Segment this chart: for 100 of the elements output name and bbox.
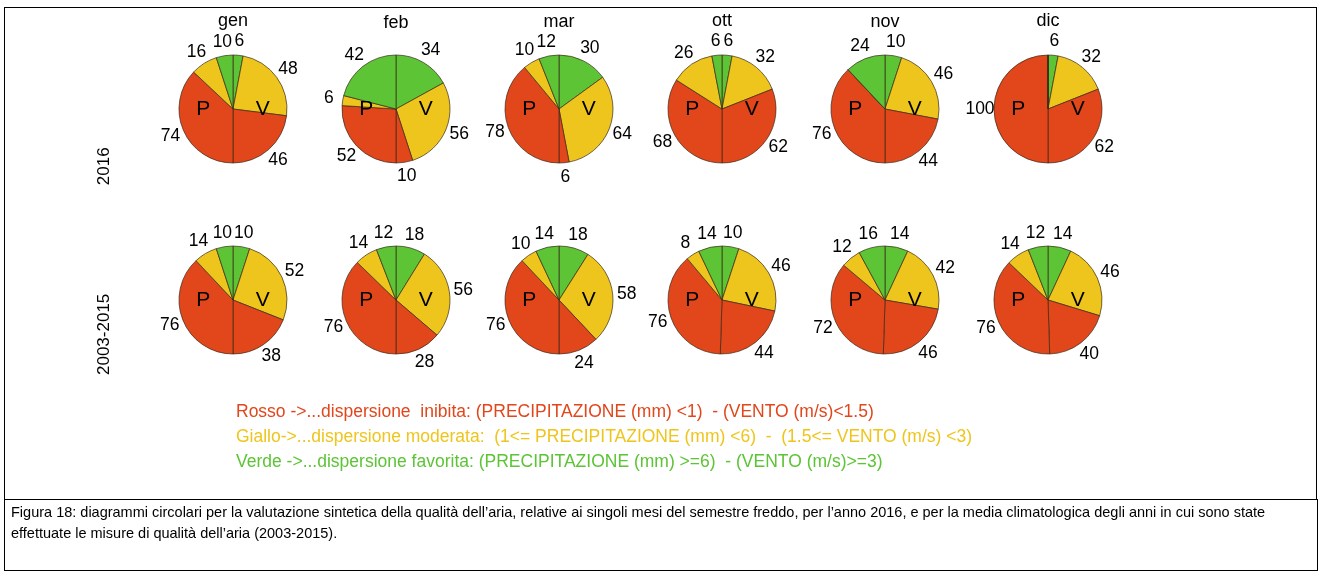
data-label: 76 xyxy=(160,314,180,335)
data-label: 46 xyxy=(918,341,938,362)
data-label: 78 xyxy=(485,121,505,142)
text: P xyxy=(196,96,211,119)
data-label: 26 xyxy=(674,41,694,62)
text: Figura 18: diagrammi circolari per la valutazione sintetica della qualità dell’aria, relative ai singoli mesi del semestre freddo, per l’anno 2016, e per la media climatologica degli anni in cui sono state effettuate le misure di qualità dell’aria (2003-2015). xyxy=(4,499,1318,571)
data-label: 14 xyxy=(188,230,209,251)
text: P xyxy=(685,96,700,119)
text: Verde ->...dispersione favorita: (PRECIPITAZIONE (mm) >=6) - (VENTO (m/s)>=3) xyxy=(236,450,884,473)
data-label: 10 xyxy=(514,39,535,60)
data-label: 10 xyxy=(233,221,254,242)
data-label: 24 xyxy=(574,352,595,373)
text: P xyxy=(1011,287,1026,310)
text: V xyxy=(907,287,922,310)
text: P xyxy=(522,96,537,119)
data-label: 34 xyxy=(420,39,441,60)
chart-title: mar xyxy=(543,11,575,32)
data-label: 76 xyxy=(812,123,832,144)
text: P xyxy=(359,287,374,310)
text: Giallo->...dispersione moderata: (1<= PRECIPITAZIONE (mm) <6) - (1.5<= VENTO (m/s) <3) xyxy=(236,425,973,448)
chart-title: gen xyxy=(217,10,249,31)
data-label: 46 xyxy=(268,149,288,170)
data-label: 46 xyxy=(933,63,954,84)
data-label: 12 xyxy=(536,31,556,52)
data-label: 16 xyxy=(186,40,207,61)
data-label: 8 xyxy=(680,231,691,252)
text: P xyxy=(848,287,863,310)
data-label: 14 xyxy=(697,222,718,243)
data-label: 28 xyxy=(414,350,435,371)
data-label: 100 xyxy=(965,98,995,118)
data-label: 10 xyxy=(212,30,233,51)
text: 2016 xyxy=(94,147,113,186)
data-label: 6 xyxy=(723,30,734,51)
text: P xyxy=(1011,96,1026,119)
data-label: 76 xyxy=(486,314,506,335)
data-label: 24 xyxy=(850,34,870,55)
data-label: 62 xyxy=(1094,136,1114,157)
data-label: 40 xyxy=(1079,343,1100,363)
chart-title: feb xyxy=(383,12,409,32)
chart-title: dic xyxy=(1036,10,1060,30)
data-label: 10 xyxy=(212,221,233,242)
data-label: 76 xyxy=(323,315,344,336)
data-label: 48 xyxy=(278,58,298,79)
data-label: 6 xyxy=(560,165,571,186)
data-label: 76 xyxy=(976,316,996,337)
text: V xyxy=(744,96,759,119)
data-label: 10 xyxy=(723,221,743,242)
data-label: 10 xyxy=(396,165,417,186)
data-label: 44 xyxy=(754,342,775,363)
data-label: 52 xyxy=(284,260,305,281)
data-label: 16 xyxy=(858,223,878,244)
data-label: 46 xyxy=(771,255,791,275)
data-label: 14 xyxy=(889,222,910,243)
data-label: 42 xyxy=(344,44,365,65)
data-label: 42 xyxy=(935,257,955,278)
text: Rosso ->...dispersione inibita: (PRECIPITAZIONE (mm) <1) - (VENTO (m/s)<1.5) xyxy=(236,400,875,423)
chart-title: ott xyxy=(711,10,733,31)
data-label: 14 xyxy=(1000,232,1021,253)
data-label: 56 xyxy=(453,278,473,299)
data-label: 12 xyxy=(1025,222,1046,243)
text: V xyxy=(744,287,759,310)
data-label: 32 xyxy=(755,45,776,66)
data-label: 32 xyxy=(1081,45,1102,66)
data-label: 10 xyxy=(511,232,531,253)
data-label: 6 xyxy=(323,87,334,108)
text: P xyxy=(522,287,537,310)
text: V xyxy=(1070,287,1085,310)
data-label: 14 xyxy=(1052,222,1073,243)
data-label: 72 xyxy=(813,316,833,337)
text: V xyxy=(1070,96,1085,119)
data-label: 14 xyxy=(534,222,555,243)
text: V xyxy=(581,96,596,119)
text: P xyxy=(848,96,863,119)
text: V xyxy=(907,96,922,119)
data-label: 58 xyxy=(616,282,637,303)
chart-title: nov xyxy=(870,10,900,31)
data-label: 64 xyxy=(612,123,633,144)
data-label: 68 xyxy=(652,130,673,151)
data-label: 38 xyxy=(261,345,281,366)
data-label: 18 xyxy=(568,223,588,244)
data-label: 6 xyxy=(710,30,721,51)
data-label: 46 xyxy=(1100,261,1120,282)
data-label: 18 xyxy=(404,223,425,244)
text: 2003-2015 xyxy=(94,293,113,375)
data-label: 44 xyxy=(918,150,939,171)
data-label: 56 xyxy=(449,123,469,144)
text: P xyxy=(685,287,700,310)
data-label: 52 xyxy=(336,144,357,165)
data-label: 74 xyxy=(160,125,181,146)
data-label: 30 xyxy=(580,37,600,58)
text: V xyxy=(418,287,433,310)
data-label: 6 xyxy=(1049,30,1060,51)
data-label: 76 xyxy=(648,311,668,332)
data-label: 10 xyxy=(885,30,906,51)
text: V xyxy=(581,287,596,310)
data-label: 12 xyxy=(832,236,852,257)
text: V xyxy=(418,96,433,119)
data-label: 12 xyxy=(373,222,394,243)
data-label: 62 xyxy=(768,136,788,157)
data-label: 6 xyxy=(234,30,245,51)
